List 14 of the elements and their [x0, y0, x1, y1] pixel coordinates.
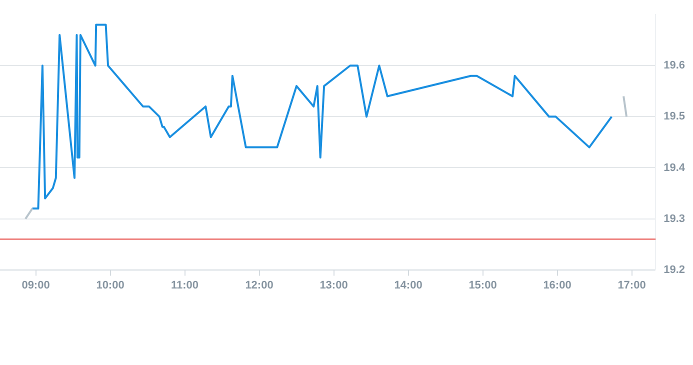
x-tick-label: 16:00 [543, 279, 572, 292]
x-tick-label: 14:00 [394, 279, 422, 292]
x-tick-label: 17:00 [618, 279, 646, 292]
y-tick-label: 19.5 [664, 110, 686, 123]
y-tick-label: 19.4 [664, 162, 686, 174]
y-tick-label: 19.3 [664, 212, 686, 225]
x-tick-label: 10:00 [96, 279, 124, 292]
x-tick-label: 13:00 [320, 279, 348, 292]
x-tick-label: 12:00 [245, 279, 274, 292]
y-tick-label: 19.6 [664, 60, 686, 72]
x-tick-label: 15:00 [468, 279, 497, 292]
x-tick-label: 11:00 [170, 279, 199, 292]
x-tick-label: 09:00 [22, 279, 50, 292]
y-tick-label: 19.2 [664, 264, 686, 276]
